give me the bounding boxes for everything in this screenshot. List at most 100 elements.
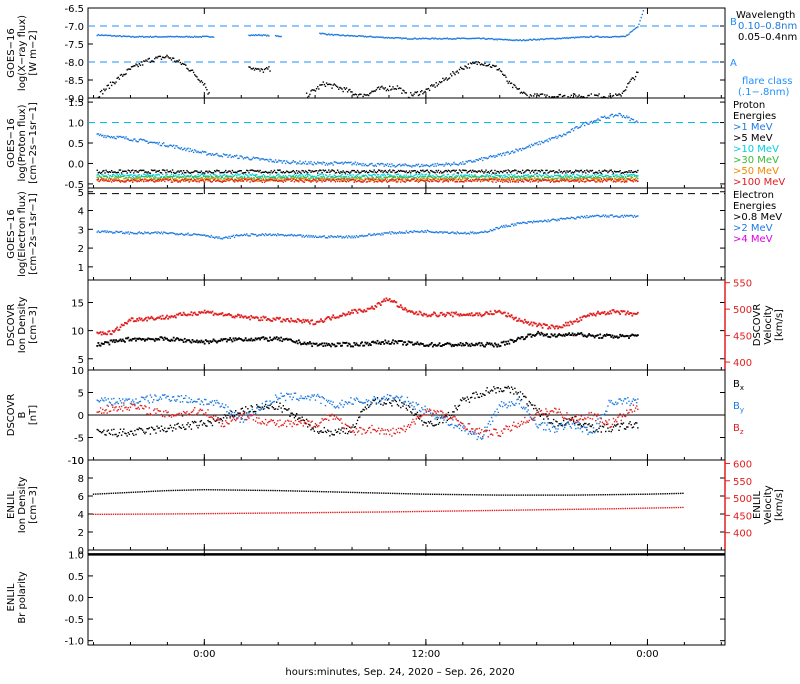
data-point — [297, 342, 299, 344]
data-point — [453, 73, 454, 74]
data-point — [388, 340, 390, 342]
data-point — [301, 236, 302, 237]
data-point — [111, 333, 113, 335]
data-point — [364, 180, 365, 181]
data-point — [409, 170, 410, 171]
data-point — [179, 178, 180, 179]
data-point — [504, 344, 506, 346]
data-point — [393, 165, 394, 166]
data-point — [510, 153, 511, 154]
data-point — [547, 219, 548, 220]
data-point — [317, 86, 318, 87]
data-point — [268, 340, 270, 342]
data-point — [604, 216, 605, 217]
series-velocity — [96, 297, 638, 335]
data-point — [232, 178, 233, 179]
data-point — [276, 172, 277, 173]
data-point — [482, 179, 483, 180]
data-point — [231, 172, 232, 173]
data-point — [192, 69, 193, 70]
data-point — [323, 174, 324, 175]
data-point — [483, 232, 484, 233]
data-point — [109, 330, 111, 332]
data-point — [136, 64, 137, 65]
data-point — [267, 68, 268, 69]
data-point — [330, 84, 331, 85]
data-point — [631, 178, 632, 179]
data-point — [539, 141, 540, 142]
data-point — [613, 174, 614, 175]
data-point — [629, 81, 630, 82]
data-point — [635, 76, 636, 77]
data-point — [427, 179, 428, 180]
data-point — [452, 231, 453, 232]
data-point — [342, 91, 343, 92]
data-point — [307, 236, 308, 237]
data-point — [266, 67, 267, 68]
data-point — [133, 172, 134, 173]
legend-item: >0.8 MeV — [733, 212, 782, 223]
data-point — [461, 164, 462, 165]
data-point — [444, 164, 445, 165]
data-point — [638, 24, 639, 25]
data-point — [170, 57, 171, 58]
data-point — [500, 345, 502, 347]
data-point — [210, 153, 211, 154]
data-point — [410, 176, 411, 177]
data-point — [459, 344, 461, 346]
data-point — [462, 343, 464, 345]
data-point — [258, 178, 259, 179]
data-point — [506, 80, 507, 81]
data-point — [360, 163, 361, 164]
data-point — [173, 145, 174, 146]
data-point — [505, 77, 506, 78]
data-point — [315, 178, 316, 179]
data-point — [612, 114, 613, 115]
data-point — [536, 142, 537, 143]
data-point — [396, 88, 397, 89]
data-point — [331, 176, 332, 177]
data-point — [543, 142, 544, 143]
data-point — [387, 172, 388, 173]
y-tick-label: 0.5 — [68, 139, 84, 150]
data-point — [397, 181, 398, 182]
data-point — [401, 93, 402, 94]
data-point — [225, 181, 226, 182]
data-point — [387, 89, 388, 90]
data-point — [401, 340, 403, 342]
data-point — [417, 179, 418, 180]
data-point — [247, 170, 248, 171]
panel-frame — [88, 8, 725, 98]
data-point — [138, 172, 139, 173]
data-point — [469, 174, 470, 175]
data-point — [426, 174, 427, 175]
data-point — [518, 150, 519, 151]
data-point — [352, 179, 353, 180]
data-point — [546, 333, 548, 335]
data-point — [172, 181, 173, 182]
data-point — [432, 346, 434, 348]
data-point — [470, 179, 471, 180]
data-point — [493, 346, 495, 348]
data-point — [353, 342, 355, 344]
data-point — [436, 170, 437, 171]
data-point — [185, 172, 186, 173]
data-point — [263, 336, 265, 338]
data-point — [163, 179, 164, 180]
data-point — [249, 67, 250, 68]
data-point — [482, 171, 483, 172]
data-point — [584, 170, 585, 171]
data-point — [470, 170, 471, 171]
data-point — [480, 345, 482, 347]
data-point — [615, 93, 616, 94]
y-label: log(X−ray flux) — [17, 15, 28, 91]
data-point — [599, 181, 600, 182]
data-point — [224, 171, 225, 172]
data-point — [440, 171, 441, 172]
data-point — [450, 73, 451, 74]
legend-item: >4 MeV — [733, 234, 773, 245]
data-point — [172, 169, 173, 170]
data-point — [339, 181, 340, 182]
data-point — [114, 232, 115, 233]
data-point — [450, 344, 452, 346]
